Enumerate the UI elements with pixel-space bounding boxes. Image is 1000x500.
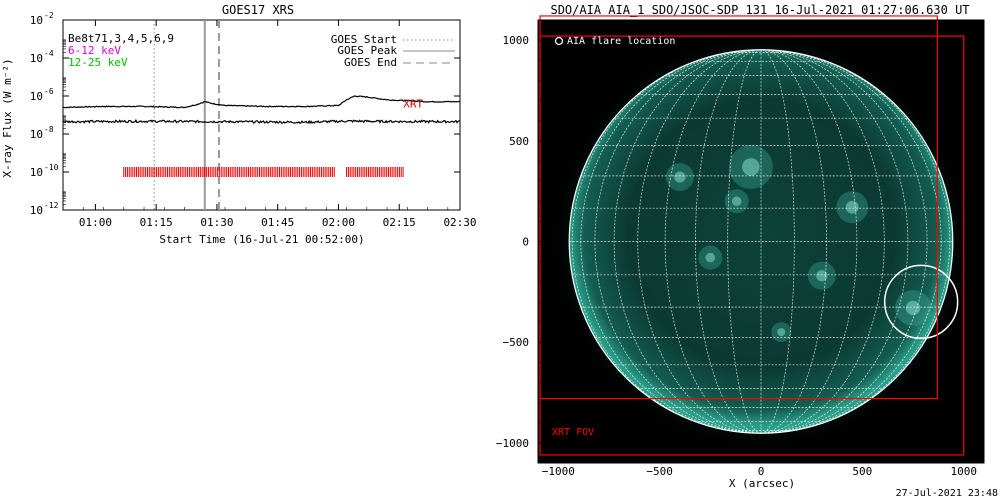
longitude-line xyxy=(760,49,951,434)
energy-label-goes: Be8t71,3,4,5,6,9 xyxy=(68,32,174,45)
longitude-line xyxy=(760,49,795,434)
xrt-fov-box-2 xyxy=(539,15,938,400)
flare-legend-marker xyxy=(554,36,564,46)
aia-ytick-label-1: −500 xyxy=(503,336,530,349)
active-region-core-5 xyxy=(905,300,921,316)
active-region-core-7 xyxy=(777,328,786,337)
goes-ytick-label-2: 10 xyxy=(30,90,43,103)
active-region-core-0 xyxy=(742,158,760,176)
goes-xtick-label-5: 02:15 xyxy=(383,216,416,229)
aia-xtick-label-3: 500 xyxy=(852,465,872,478)
longitude-line xyxy=(695,49,762,434)
aia-image-panel: SDO/AIA AIA_1 SDO/JSOC-SDP 131 16-Jul-20… xyxy=(496,3,985,490)
energy-label-6-12kev: 6-12 keV xyxy=(68,44,121,57)
goes-x-axis-label: Start Time (16-Jul-21 00:52:00) xyxy=(159,233,364,246)
aia-x-axis-label: X (arcsec) xyxy=(729,477,795,490)
goes-ytick-exp-5: -12 xyxy=(44,201,59,210)
energy-label-12-25kev: 12-25 keV xyxy=(68,56,128,69)
longitude-line xyxy=(760,49,909,434)
longitude-line xyxy=(760,49,928,434)
xrt-fov-label: XRT FOV xyxy=(552,427,594,438)
aia-ytick-label-4: 1000 xyxy=(503,34,530,47)
longitude-line xyxy=(760,49,858,434)
longitude-line xyxy=(580,49,762,434)
legend-goes-start: GOES Start xyxy=(331,33,397,46)
aia-ytick-label-3: 500 xyxy=(509,135,529,148)
active-region-core-3 xyxy=(845,200,859,214)
goes-flux-series xyxy=(62,95,461,125)
goes-xtick-label-1: 01:15 xyxy=(140,216,173,229)
goes-xtick-label-3: 01:45 xyxy=(261,216,294,229)
goes-ytick-exp-3: -8 xyxy=(44,125,54,134)
xrt-observation-ticks xyxy=(123,167,404,177)
goes-series-0 xyxy=(62,95,461,109)
aia-xtick-label-2: 0 xyxy=(758,465,765,478)
legend-goes-end: GOES End xyxy=(344,56,397,69)
goes-series-1 xyxy=(62,118,461,125)
active-region-core-4 xyxy=(816,270,828,282)
longitude-line xyxy=(664,49,762,434)
goes-ytick-exp-4: -10 xyxy=(44,163,59,172)
longitude-line xyxy=(571,49,762,434)
aia-xtick-label-4: 1000 xyxy=(950,465,977,478)
render-timestamp: 27-Jul-2021 23:48 xyxy=(896,488,998,499)
aia-ytick-label-0: −1000 xyxy=(496,437,529,450)
goes-ytick-exp-2: -6 xyxy=(44,87,54,96)
goes-xtick-label-0: 01:00 xyxy=(79,216,112,229)
goes-ytick-label-4: 10 xyxy=(30,166,43,179)
goes-xtick-label-2: 01:30 xyxy=(200,216,233,229)
longitude-line xyxy=(760,49,885,434)
goes-y-axis-label: X-ray Flux (W m⁻²) xyxy=(1,58,14,177)
goes-ytick-exp-0: -2 xyxy=(44,11,54,20)
goes-plot-frame xyxy=(62,19,461,211)
goes-chart-title: GOES17 XRS xyxy=(222,3,294,17)
aia-ytick-label-2: 0 xyxy=(522,236,529,249)
aia-x-ticks: −1000 −500 0 500 1000 xyxy=(542,457,977,478)
xrt-label: XRT xyxy=(403,98,423,111)
solar-active-regions xyxy=(665,144,932,343)
goes-x-ticks: 01:00 01:15 01:30 01:45 02:00 02:15 02:30 xyxy=(62,20,477,229)
flare-legend-label: AIA flare location xyxy=(567,36,675,47)
aia-xtick-label-1: −500 xyxy=(646,465,673,478)
flare-location-marker xyxy=(883,264,959,340)
energy-labels: Be8t71,3,4,5,6,9 6-12 keV 12-25 keV xyxy=(68,32,174,69)
goes-ytick-label-5: 10 xyxy=(30,204,43,217)
longitude-line xyxy=(760,49,942,434)
aia-y-ticks: −1000 −500 0 500 1000 xyxy=(496,34,544,450)
goes-ytick-label-0: 10 xyxy=(30,14,43,27)
goes-legend: GOES Start GOES Peak GOES End xyxy=(331,33,455,69)
goes-ytick-label-1: 10 xyxy=(30,52,43,65)
active-region-core-1 xyxy=(674,171,686,183)
longitude-line xyxy=(594,49,762,434)
active-region-core-6 xyxy=(705,252,716,263)
active-region-core-2 xyxy=(731,196,742,207)
aia-title: SDO/AIA AIA_1 SDO/JSOC-SDP 131 16-Jul-20… xyxy=(550,3,969,17)
longitude-line xyxy=(613,49,762,434)
goes-ytick-label-3: 10 xyxy=(30,128,43,141)
goes-xtick-label-6: 02:30 xyxy=(443,216,476,229)
solar-limb xyxy=(568,49,954,434)
longitude-line xyxy=(760,49,827,434)
longitude-line xyxy=(727,49,762,434)
aia-xtick-label-0: −1000 xyxy=(542,465,575,478)
goes-xtick-label-4: 02:00 xyxy=(322,216,355,229)
goes-ytick-exp-1: -4 xyxy=(44,49,54,58)
legend-goes-peak: GOES Peak xyxy=(337,44,397,57)
goes-event-lines xyxy=(153,20,220,210)
longitude-line xyxy=(637,49,762,434)
